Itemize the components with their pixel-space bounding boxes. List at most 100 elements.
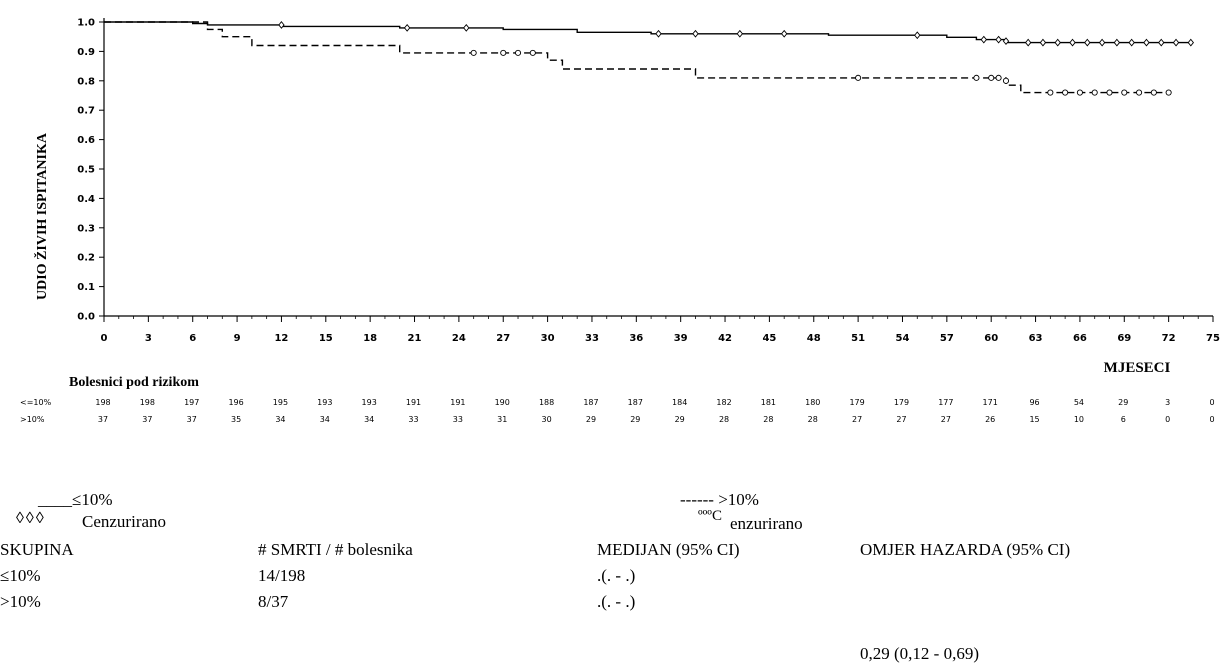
risk-value: 3 (1165, 398, 1170, 407)
risk-value: 187 (583, 398, 598, 407)
censored-mark-le10 (1143, 38, 1150, 47)
legend-dashed-marker-icon: ºººC (698, 508, 722, 524)
x-tick-label: 18 (363, 333, 377, 344)
x-tick-labels: 0 3 6 9 12 15 18 21 24 27 30 33 36 39 42 45 48 51 54 57 60 63… (101, 316, 1220, 344)
y-tick-label: 0.6 (77, 135, 95, 146)
x-tick-label: 39 (674, 333, 688, 344)
risk-value: 198 (140, 398, 155, 407)
x-tick-label: 54 (896, 333, 910, 344)
x-tick-label: 60 (984, 333, 998, 344)
x-tick-label: 66 (1073, 333, 1087, 344)
x-tick-label: 0 (101, 333, 108, 344)
legend-solid-label: ____≤10% (38, 490, 113, 509)
x-tick-label: 9 (234, 333, 241, 344)
censored-mark-gt10 (514, 49, 522, 56)
risk-value: 34 (320, 415, 330, 424)
censored-mark-gt10 (973, 74, 980, 81)
x-tick-label: 6 (189, 333, 196, 344)
stats-row1-group: ≤10% (0, 566, 41, 585)
y-tick-labels: 0.0 0.1 0.2 0.3 0.4 0.5 0.6 0.7 0.8 0.9 1.0 (77, 18, 104, 323)
risk-value: 0 (1165, 415, 1170, 424)
x-tick-label: 48 (807, 333, 821, 344)
stats-row1-median: .(. - .) (597, 566, 636, 585)
censored-mark-le10 (1172, 38, 1180, 47)
x-tick-label: 27 (496, 333, 510, 344)
legend-solid-censored: Cenzurirano (82, 512, 167, 531)
risk-value: 197 (184, 398, 199, 407)
risk-row-label: <=10% (20, 398, 52, 407)
x-tick-label: 42 (718, 333, 732, 344)
censored-mark-gt10 (1106, 89, 1113, 96)
stats-header-deaths: # SMRTI / # bolesnika (258, 540, 413, 559)
risk-value: 191 (450, 398, 465, 407)
stats-row2-median: .(. - .) (597, 592, 636, 611)
x-axis-label: MJESECI (1104, 360, 1171, 376)
risk-value: 181 (761, 398, 776, 407)
censored-mark-le10 (995, 35, 1002, 44)
risk-value: 33 (453, 415, 463, 424)
risk-value: 29 (675, 415, 685, 424)
censored-mark-gt10 (855, 74, 862, 81)
censored-mark-le10 (1128, 38, 1135, 47)
censored-mark-le10 (1069, 38, 1076, 47)
stats-header-group: SKUPINA (0, 540, 74, 559)
risk-value: 29 (586, 415, 596, 424)
censored-mark-gt10 (1076, 89, 1083, 96)
risk-table-title: Bolesnici pod rizikom (69, 375, 199, 390)
risk-value: 37 (98, 415, 108, 424)
x-tick-label: 21 (408, 333, 422, 344)
x-tick-label: 30 (541, 333, 555, 344)
censored-mark-gt10 (1150, 89, 1157, 96)
risk-value: 193 (317, 398, 332, 407)
censored-mark-le10 (781, 29, 788, 38)
risk-value: 193 (362, 398, 377, 407)
stats-header-hazard: OMJER HAZARDA (95% CI) (860, 540, 1071, 559)
risk-value: 35 (231, 415, 241, 424)
risk-value: 29 (1118, 398, 1128, 407)
censored-mark-le10 (1039, 38, 1047, 47)
y-tick-label: 1.0 (77, 18, 95, 29)
risk-value: 34 (364, 415, 374, 424)
risk-value: 96 (1029, 398, 1039, 407)
y-tick-label: 0.2 (77, 253, 95, 264)
y-tick-label: 0.1 (77, 282, 95, 293)
y-tick-label: 0.9 (77, 47, 95, 58)
y-tick-label: 0.4 (77, 194, 95, 205)
risk-value: 26 (985, 415, 995, 424)
censored-mark-le10 (1084, 38, 1091, 47)
risk-value: 34 (275, 415, 285, 424)
risk-value: 54 (1074, 398, 1084, 407)
series-line-gt10 (104, 21, 1169, 94)
stats-header-median: MEDIJAN (95% CI) (597, 540, 740, 559)
legend-dashed-censored: enzurirano (730, 514, 803, 533)
x-tick-label: 15 (319, 333, 333, 344)
risk-value: 187 (628, 398, 643, 407)
legend-solid-marker-icon: ◊◊◊ (16, 510, 46, 527)
stats-row2-deaths: 8/37 (258, 592, 289, 611)
risk-value: 179 (849, 398, 864, 407)
censored-mark-le10 (1054, 38, 1061, 47)
x-tick-label: 45 (762, 333, 776, 344)
risk-value: 33 (408, 415, 418, 424)
risk-value: 28 (808, 415, 818, 424)
risk-value: 27 (896, 415, 906, 424)
risk-value: 188 (539, 398, 554, 407)
x-tick-label: 72 (1162, 333, 1176, 344)
censored-mark-le10 (1024, 38, 1032, 47)
censored-mark-le10 (403, 23, 411, 32)
risk-row-label: >10% (20, 415, 45, 424)
risk-value: 195 (273, 398, 288, 407)
censored-mark-le10 (1098, 38, 1106, 47)
censored-mark-gt10 (500, 49, 507, 56)
risk-value: 177 (938, 398, 953, 407)
risk-table: <=10% 198 198 197 196 195 193 193 191 191 190 188 18… (20, 398, 1215, 424)
risk-value: 37 (187, 415, 197, 424)
risk-value: 182 (716, 398, 731, 407)
km-chart: 0.00.10.20.30.40.50.60.70.80.91.0 0 3 6 9 12… (20, 18, 1220, 425)
risk-value: 179 (894, 398, 909, 407)
hazard-ratio-value: 0,29 (0,12 - 0,69) (860, 644, 979, 663)
x-tick-label: 57 (940, 333, 954, 344)
risk-value: 31 (497, 415, 507, 424)
censored-mark-gt10 (470, 49, 477, 56)
censored-mark-gt10 (995, 74, 1002, 81)
